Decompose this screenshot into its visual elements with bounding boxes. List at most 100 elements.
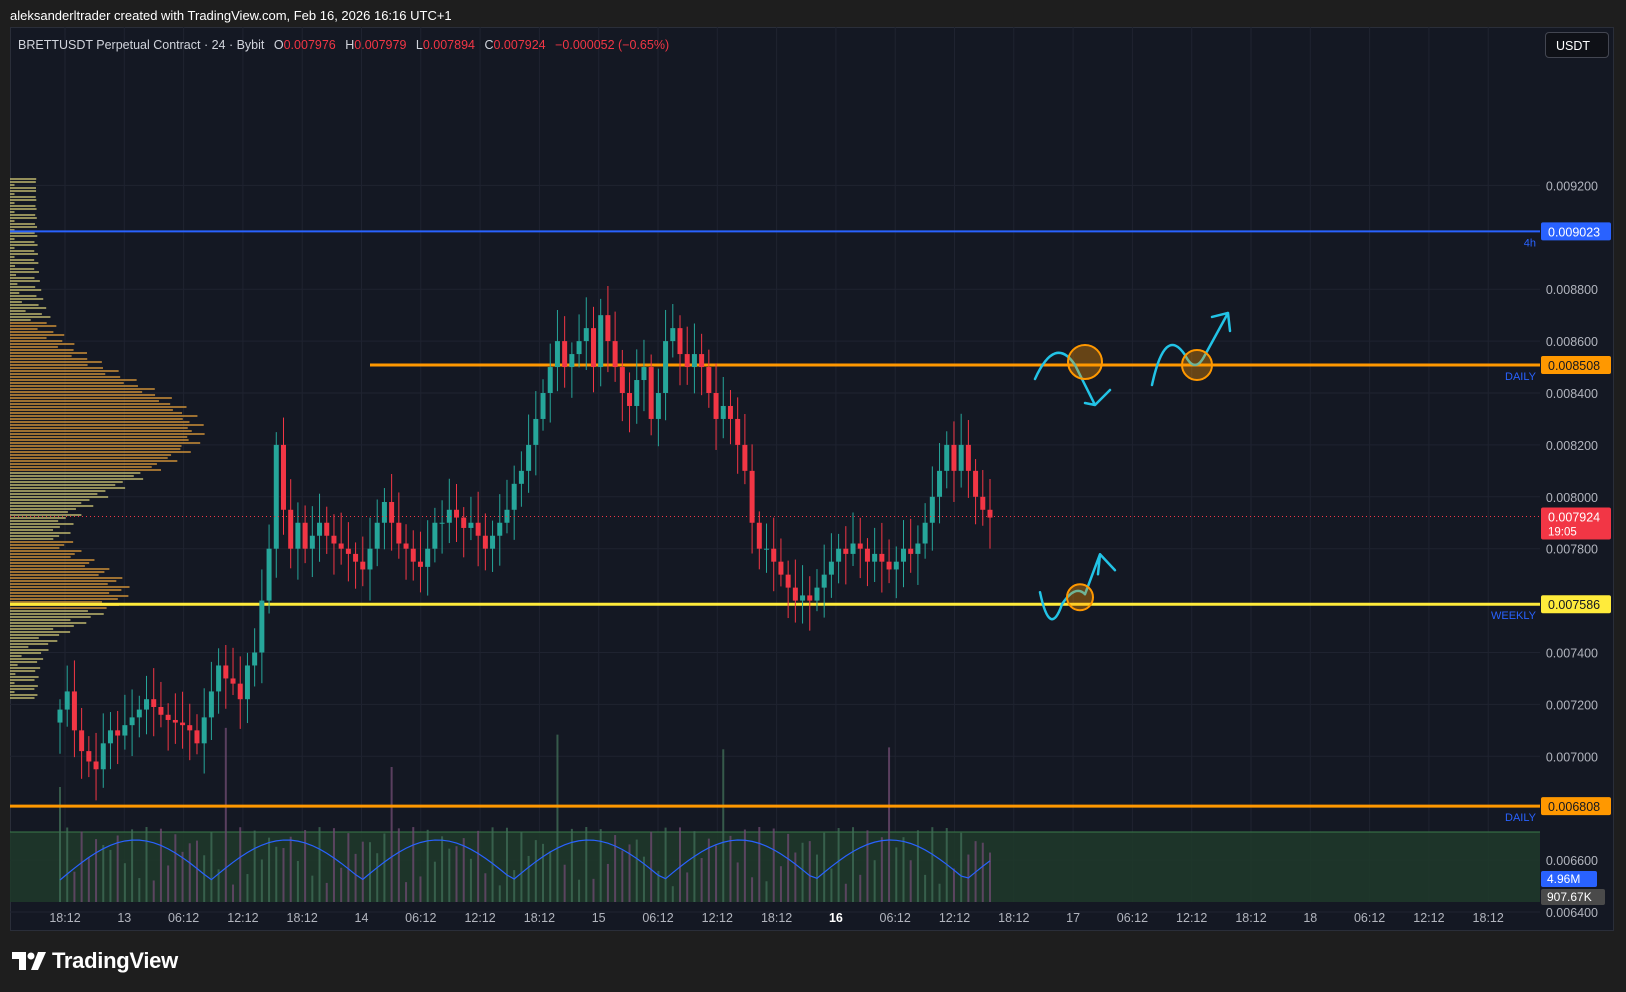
candle-body [526,444,532,471]
time-tick-label: 18:12 [998,911,1029,925]
volume-bar [866,830,869,902]
volume-bar [707,838,710,902]
candle-body [425,548,431,567]
volume-bar [542,843,545,902]
volume-bar [830,868,833,902]
volume-bar [563,864,566,902]
volume-bar [260,859,263,902]
volume-profile-bar [10,505,94,507]
volume-profile-bar [10,406,187,408]
candle-body [937,470,943,497]
volume-bar [369,842,371,902]
level-tag-2: WEEKLY [1491,610,1537,622]
volume-profile-bar [10,424,204,426]
volume-bar [578,879,581,902]
time-tick-label: 16 [829,911,843,925]
candle-body [619,367,625,393]
time-tick-label: 18:12 [524,911,555,925]
volume-profile-bar [10,616,91,618]
candle-body [216,665,222,692]
volume-bar [469,858,472,902]
candle-body [749,470,755,523]
candle-body [554,341,560,368]
candle-body [569,354,575,368]
volume-bar [657,870,660,902]
volume-profile-bar [10,613,104,615]
tradingview-brand[interactable]: TradingView [12,948,178,974]
candle-body [367,548,373,570]
level-badge-text-0: 0.009023 [1548,225,1600,239]
volume-bar [981,842,984,902]
volume-profile-bar [10,664,18,666]
volume-bar [491,827,494,902]
volume-profile-bar [10,331,54,333]
change-value: −0.000052 (−0.65%) [555,38,670,52]
volume-bar [599,829,602,902]
volume-profile-bar [10,457,168,459]
time-tick-label: 06:12 [1117,911,1148,925]
volume-bar [556,734,559,902]
candle-body [973,470,979,497]
time-tick-label: 18:12 [49,911,80,925]
volume-profile-bar [10,598,118,600]
time-tick-label: 18:12 [1235,911,1266,925]
volume-bar [390,767,393,902]
volume-profile-bar [10,286,36,288]
tradingview-logo-icon [12,952,46,970]
volume-profile-bar [10,673,16,675]
symbol-name[interactable]: BRETTUSDT Perpetual Contract · 24 · Bybi… [18,38,265,52]
volume-bar [59,787,61,902]
volume-profile-bar [10,676,39,678]
volume-profile-bar [10,412,183,414]
candle-body [194,730,200,744]
candle-body [317,522,323,536]
volume-bar [873,860,876,902]
volume-profile-bar [10,493,98,495]
candle-body [540,393,546,419]
candle-body [208,691,214,718]
price-tick-label: 0.008000 [1546,491,1598,505]
candle-body [403,543,409,549]
volume-bar [455,846,458,902]
time-tick-label: 12:12 [227,911,258,925]
volume-profile-bar [10,232,35,234]
volume-bar [772,828,775,902]
candle-body [893,561,899,570]
volume-profile-bar [10,352,87,354]
volume-profile-bar [10,580,117,582]
symbol-legend: BRETTUSDT Perpetual Contract · 24 · Bybi… [18,38,669,52]
volume-bar [167,865,170,902]
volume-bar [484,873,487,902]
currency-button[interactable]: USDT [1545,32,1609,58]
volume-bar [765,881,768,902]
volume-bar [361,841,364,902]
last-price-text: 0.007924 [1548,511,1600,525]
volume-profile-bar [10,697,35,699]
volume-bar [693,831,696,902]
volume-profile-bar [10,430,192,432]
candle-body [713,393,719,419]
volume-profile-bar [10,385,138,387]
volume-profile-bar [10,256,15,258]
candle-body [590,328,596,368]
volume-bar [924,874,927,902]
volume-profile-bar [10,427,188,429]
volume-profile-bar [10,334,65,336]
time-tick-label: 18:12 [1473,911,1504,925]
volume-profile-bar [10,199,37,201]
price-tick-label: 0.008400 [1546,387,1598,401]
volume-profile-bar [10,397,172,399]
candle-body [836,548,842,562]
price-tick-label: 0.007800 [1546,543,1598,557]
candle-body [843,548,849,554]
volume-profile-bar [10,358,88,360]
volume-profile-bar [10,376,121,378]
volume-bar [275,846,278,902]
volume-profile-bar [10,547,60,549]
candle-body [951,444,957,471]
volume-bar [859,874,862,902]
candle-body [331,535,337,544]
volume-profile-bar [10,310,26,312]
candle-body [605,315,611,342]
